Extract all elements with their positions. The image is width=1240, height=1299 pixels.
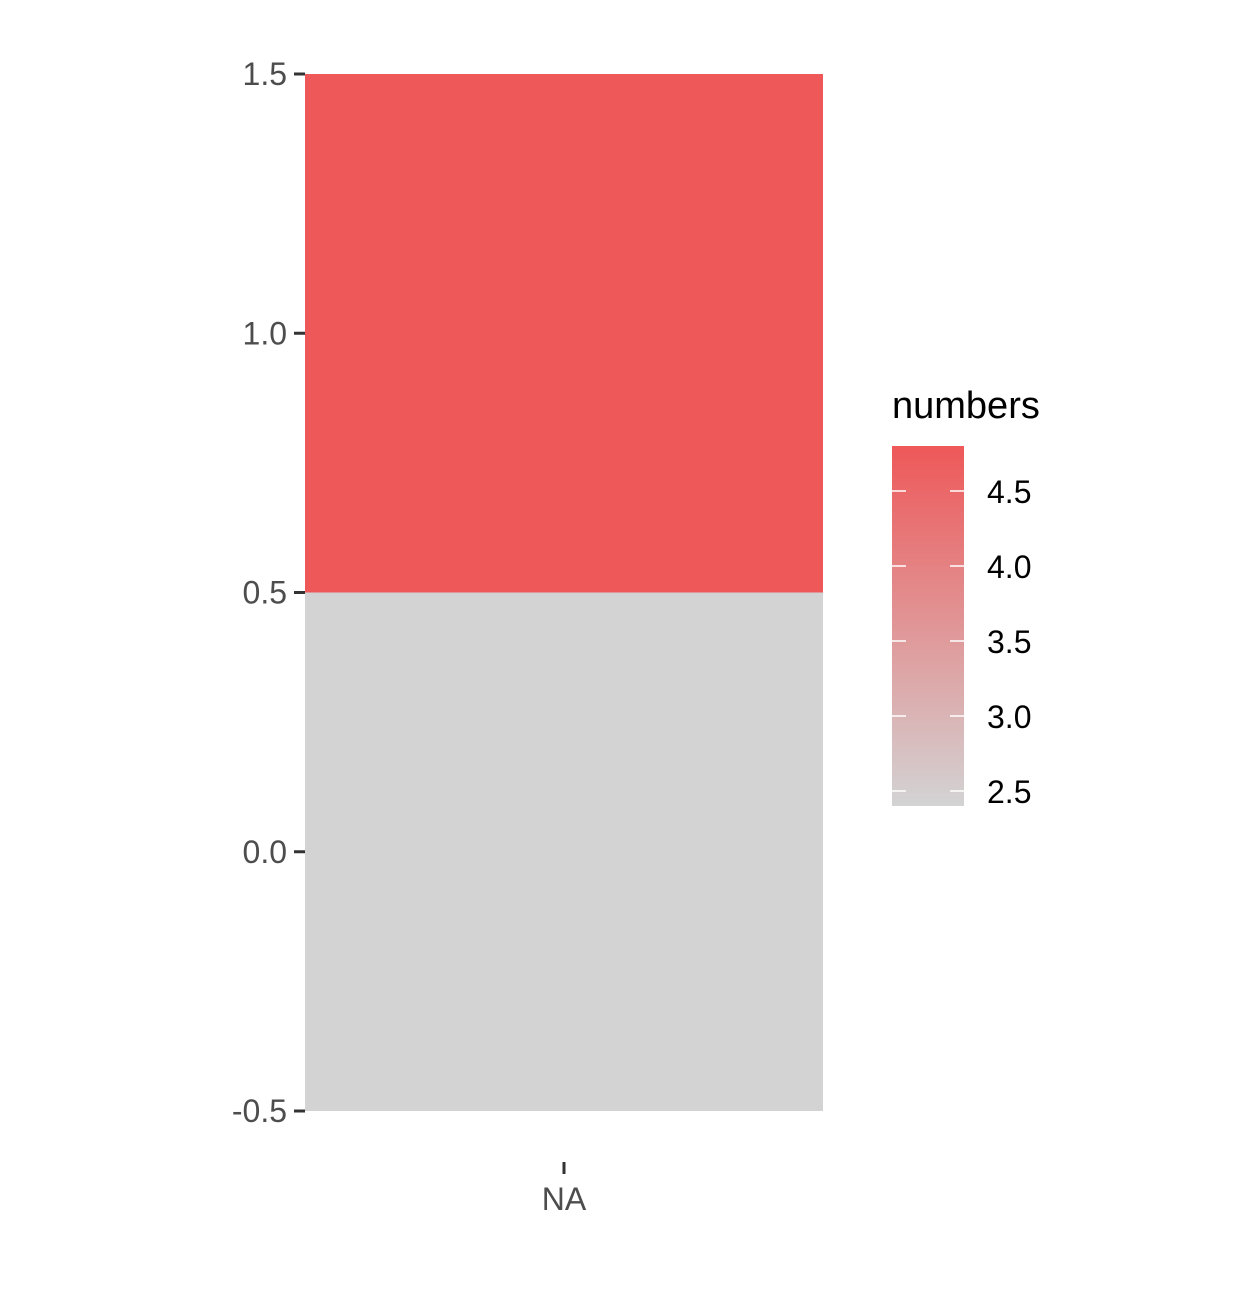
plot-panel bbox=[305, 74, 823, 1111]
x-axis: NA bbox=[542, 1162, 587, 1217]
x-tick-label: NA bbox=[542, 1181, 587, 1217]
legend-colorbar bbox=[892, 446, 964, 806]
y-tick-label: -0.5 bbox=[232, 1093, 287, 1129]
legend-label: 3.0 bbox=[987, 699, 1031, 735]
y-tick-label: 0.0 bbox=[243, 834, 287, 870]
legend-label: 4.0 bbox=[987, 549, 1031, 585]
legend-title: numbers bbox=[892, 385, 1040, 427]
legend-label: 3.5 bbox=[987, 624, 1031, 660]
legend-label: 2.5 bbox=[987, 774, 1031, 810]
y-axis: -0.5 0.0 0.5 1.0 1.5 bbox=[232, 56, 305, 1129]
color-legend: numbers 2.5 3.0 3.5 4.0 4.5 bbox=[892, 385, 1040, 810]
y-tick-label: 1.5 bbox=[243, 56, 287, 92]
legend-ticks: 2.5 3.0 3.5 4.0 4.5 bbox=[892, 474, 1031, 810]
tile-na bbox=[305, 592, 823, 1111]
y-tick-label: 0.5 bbox=[243, 575, 287, 611]
tile-value bbox=[305, 74, 823, 593]
y-tick-label: 1.0 bbox=[243, 315, 287, 351]
legend-label: 4.5 bbox=[987, 474, 1031, 510]
